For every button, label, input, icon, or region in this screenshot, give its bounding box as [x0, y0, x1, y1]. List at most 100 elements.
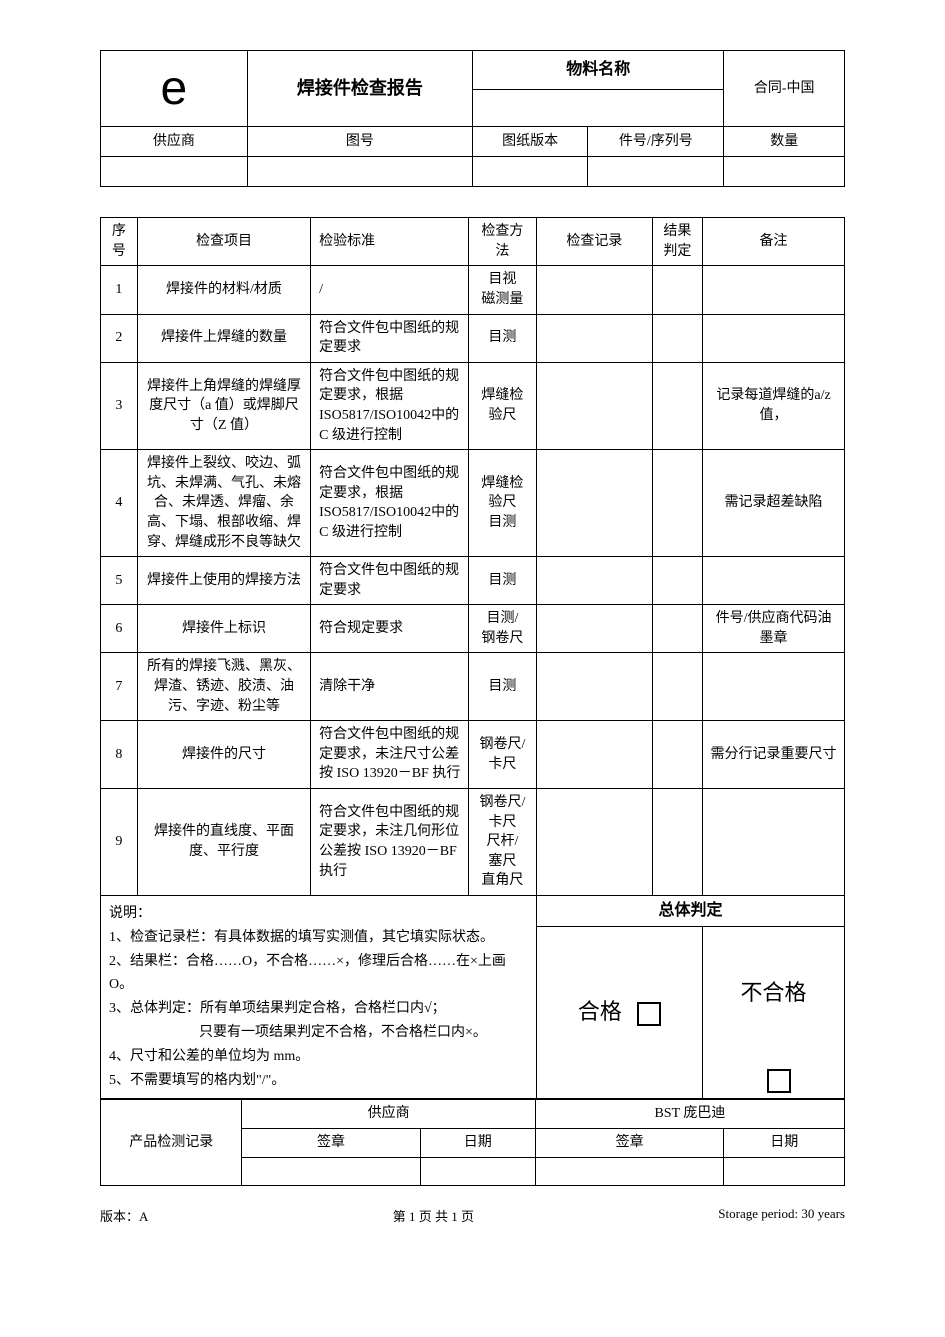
table-row: 2焊接件上焊缝的数量符合文件包中图纸的规定要求目测 — [101, 314, 845, 362]
sub-header-drawing-ver: 图纸版本 — [472, 127, 587, 157]
pass-checkbox — [637, 1002, 661, 1026]
material-name-label: 物料名称 — [472, 51, 723, 90]
cell-result — [652, 314, 702, 362]
cell-std: / — [311, 266, 469, 314]
cell-seq: 3 — [101, 362, 138, 449]
cell-result — [652, 721, 702, 789]
cell-method: 焊缝检验尺 — [468, 362, 536, 449]
header-table: e 焊接件检查报告 物料名称 合同-中国 供应商 图号 图纸版本 件号/序列号 … — [100, 50, 845, 187]
cell-result — [652, 450, 702, 557]
cell-record — [537, 721, 653, 789]
cell-result — [652, 789, 702, 896]
cell-result — [652, 653, 702, 721]
table-row: 9焊接件的直线度、平面度、平行度符合文件包中图纸的规定要求，未注几何形位公差按 … — [101, 789, 845, 896]
cell-std: 符合文件包中图纸的规定要求，根据ISO5817/ISO10042中的 C 级进行… — [311, 362, 469, 449]
cell-item: 所有的焊接飞溅、黑灰、焊渣、锈迹、胶渍、油污、字迹、粉尘等 — [137, 653, 310, 721]
cell-seq: 2 — [101, 314, 138, 362]
cell-method: 目测 — [468, 653, 536, 721]
cell-record — [537, 789, 653, 896]
cell-method: 钢卷尺/卡尺 — [468, 721, 536, 789]
cell-record — [537, 557, 653, 605]
supplier-value — [101, 157, 248, 187]
table-row: 4焊接件上裂纹、咬边、弧坑、未焊满、气孔、未熔合、未焊透、焊瘤、余高、下塌、根部… — [101, 450, 845, 557]
sig-bst-sign-label: 签章 — [535, 1128, 724, 1157]
cell-std: 符合文件包中图纸的规定要求 — [311, 557, 469, 605]
cell-record — [537, 450, 653, 557]
table-row: 8焊接件的尺寸符合文件包中图纸的规定要求，未注尺寸公差按 ISO 13920－B… — [101, 721, 845, 789]
cell-remark — [703, 557, 845, 605]
cell-remark — [703, 653, 845, 721]
cell-remark: 需分行记录重要尺寸 — [703, 721, 845, 789]
sub-header-qty: 数量 — [724, 127, 845, 157]
cell-remark — [703, 789, 845, 896]
cell-item: 焊接件上使用的焊接方法 — [137, 557, 310, 605]
material-name-value — [472, 89, 723, 126]
notes-line4: 4、尺寸和公差的单位均为 mm。 — [109, 1049, 309, 1064]
cell-item: 焊接件上角焊缝的焊缝厚度尺寸（a 值）或焊脚尺寸（Z 值） — [137, 362, 310, 449]
col-remark: 备注 — [703, 218, 845, 266]
pass-cell: 合格 — [537, 927, 703, 1099]
cell-record — [537, 653, 653, 721]
cell-item: 焊接件的直线度、平面度、平行度 — [137, 789, 310, 896]
footer-page: 第 1 页 共 1 页 — [393, 1206, 474, 1225]
notes-line5: 5、不需要填写的格内划"/"。 — [109, 1073, 285, 1088]
cell-remark — [703, 266, 845, 314]
cell-method: 目测/钢卷尺 — [468, 605, 536, 653]
sig-supplier-date-label: 日期 — [420, 1128, 535, 1157]
cell-std: 符合文件包中图纸的规定要求，未注尺寸公差按 ISO 13920－BF 执行 — [311, 721, 469, 789]
cell-std: 符合文件包中图纸的规定要求，未注几何形位公差按 ISO 13920－BF 执行 — [311, 789, 469, 896]
pass-label: 合格 — [578, 999, 622, 1024]
cell-remark: 件号/供应商代码油墨章 — [703, 605, 845, 653]
cell-result — [652, 362, 702, 449]
table-row: 3焊接件上角焊缝的焊缝厚度尺寸（a 值）或焊脚尺寸（Z 值）符合文件包中图纸的规… — [101, 362, 845, 449]
sig-supplier-sign-value — [242, 1157, 420, 1185]
cell-record — [537, 605, 653, 653]
notes-line3: 3、总体判定：所有单项结果判定合格，合格栏口内√； — [109, 1001, 446, 1016]
product-record-label: 产品检测记录 — [101, 1100, 242, 1185]
notes-title: 说明： — [109, 906, 151, 921]
cell-item: 焊接件的材料/材质 — [137, 266, 310, 314]
inspection-table: 序号 检查项目 检验标准 检查方法 检查记录 结果判定 备注 1焊接件的材料/材… — [100, 217, 845, 1099]
notes-line1: 1、检查记录栏：有具体数据的填写实测值，其它填实际状态。 — [109, 930, 494, 945]
cell-seq: 6 — [101, 605, 138, 653]
cell-method: 钢卷尺/卡尺尺杆/塞尺直角尺 — [468, 789, 536, 896]
cell-remark — [703, 314, 845, 362]
sig-bst-date-value — [724, 1157, 845, 1185]
cell-remark: 记录每道焊缝的a/z 值， — [703, 362, 845, 449]
table-row: 5焊接件上使用的焊接方法符合文件包中图纸的规定要求目测 — [101, 557, 845, 605]
cell-method: 目测 — [468, 557, 536, 605]
fail-label: 不合格 — [741, 980, 807, 1005]
report-title: 焊接件检查报告 — [247, 51, 472, 127]
drawing-ver-value — [472, 157, 587, 187]
cell-result — [652, 266, 702, 314]
cell-method: 目视磁测量 — [468, 266, 536, 314]
table-header-row: 序号 检查项目 检验标准 检查方法 检查记录 结果判定 备注 — [101, 218, 845, 266]
cell-seq: 8 — [101, 721, 138, 789]
notes-cell: 说明： 1、检查记录栏：有具体数据的填写实测值，其它填实际状态。 2、结果栏：合… — [101, 896, 537, 1099]
cell-item: 焊接件上焊缝的数量 — [137, 314, 310, 362]
cell-std: 符合文件包中图纸的规定要求，根据ISO5817/ISO10042中的 C 级进行… — [311, 450, 469, 557]
cell-seq: 9 — [101, 789, 138, 896]
sig-supplier-date-value — [420, 1157, 535, 1185]
col-seq: 序号 — [101, 218, 138, 266]
cell-record — [537, 266, 653, 314]
notes-line2: 2、结果栏：合格……O，不合格……×，修理后合格……在×上画O。 — [109, 954, 506, 993]
cell-method: 焊缝检验尺目测 — [468, 450, 536, 557]
cell-result — [652, 605, 702, 653]
cell-result — [652, 557, 702, 605]
sub-header-drawing-no: 图号 — [247, 127, 472, 157]
sub-header-supplier: 供应商 — [101, 127, 248, 157]
cell-record — [537, 362, 653, 449]
footer-storage: Storage period: 30 years — [718, 1206, 845, 1225]
fail-checkbox — [767, 1069, 791, 1093]
qty-value — [724, 157, 845, 187]
col-result: 结果判定 — [652, 218, 702, 266]
cell-seq: 1 — [101, 266, 138, 314]
cell-method: 目测 — [468, 314, 536, 362]
footer-version: 版本：A — [100, 1206, 148, 1225]
table-row: 6焊接件上标识符合规定要求目测/钢卷尺件号/供应商代码油墨章 — [101, 605, 845, 653]
sig-supplier-header: 供应商 — [242, 1100, 535, 1129]
cell-std: 清除干净 — [311, 653, 469, 721]
cell-seq: 4 — [101, 450, 138, 557]
part-no-value — [588, 157, 724, 187]
